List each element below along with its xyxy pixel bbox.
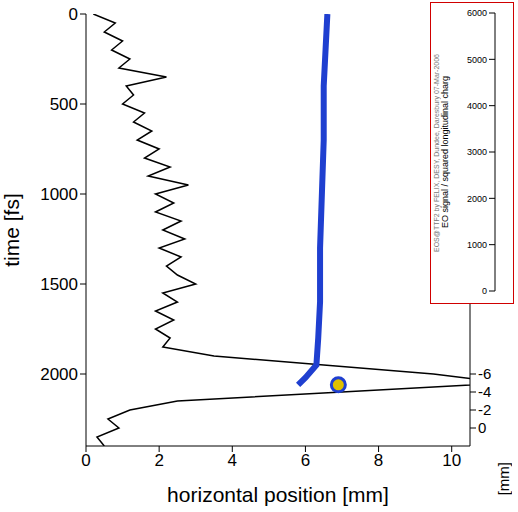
svg-text:6000: 6000 xyxy=(467,8,487,18)
svg-text:-6: -6 xyxy=(478,365,491,382)
html-text:[mm]: [mm] xyxy=(495,462,512,496)
svg-text:0: 0 xyxy=(69,5,78,24)
svg-text:horizontal position [mm]: horizontal position [mm] xyxy=(167,483,389,506)
svg-text:time [fs]: time [fs] xyxy=(0,193,23,267)
svg-text:1500: 1500 xyxy=(40,275,78,294)
svg-text:8: 8 xyxy=(374,451,383,470)
svg-text:10: 10 xyxy=(442,451,461,470)
html-text:EOS@TTF2 by FELIX, DESY, Dunde: EOS@TTF2 by FELIX, DESY, Dundee, Daresbu… xyxy=(433,54,440,252)
svg-text:-4: -4 xyxy=(478,383,491,400)
svg-text:6: 6 xyxy=(301,451,310,470)
svg-text:1000: 1000 xyxy=(467,240,487,250)
svg-text:0: 0 xyxy=(482,286,487,296)
svg-text:1000: 1000 xyxy=(40,185,78,204)
svg-text:3000: 3000 xyxy=(467,147,487,157)
svg-text:500: 500 xyxy=(50,95,78,114)
svg-text:0: 0 xyxy=(81,451,90,470)
svg-text:2000: 2000 xyxy=(40,365,78,384)
svg-text:2: 2 xyxy=(154,451,163,470)
svg-text:4000: 4000 xyxy=(467,101,487,111)
svg-text:5000: 5000 xyxy=(467,55,487,65)
svg-text:EO signal / squared longitudin: EO signal / squared longitudinal charg xyxy=(440,76,450,228)
svg-text:-2: -2 xyxy=(478,401,491,418)
svg-text:2000: 2000 xyxy=(467,194,487,204)
svg-text:4: 4 xyxy=(228,451,237,470)
svg-text:0: 0 xyxy=(478,419,486,436)
